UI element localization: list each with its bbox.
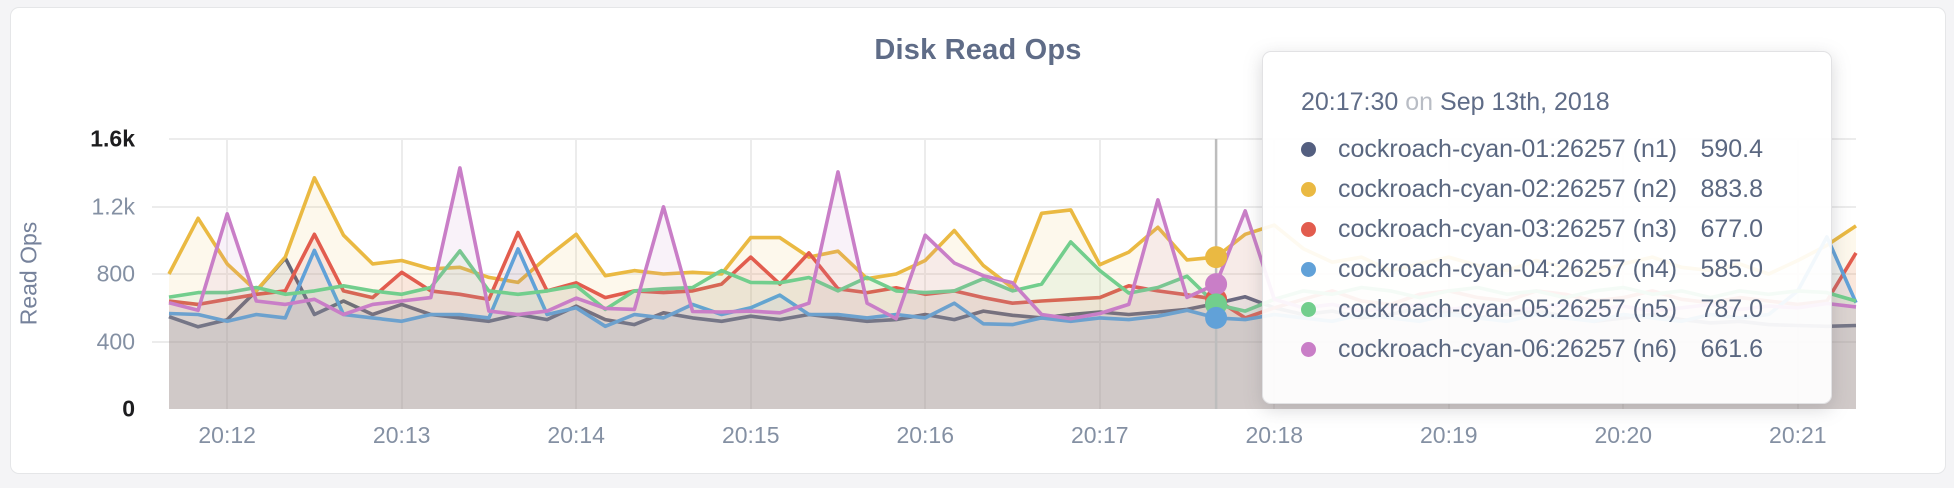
series-name-n4: cockroach-cyan-04:26257 (n4) xyxy=(1338,254,1678,283)
horizontal-gridline xyxy=(152,340,1856,343)
series-value-n4: 585.0 xyxy=(1700,254,1763,283)
series-name-n5: cockroach-cyan-05:26257 (n5) xyxy=(1338,294,1678,323)
series-value-n5: 787.0 xyxy=(1700,294,1763,323)
tooltip-row: cockroach-cyan-03:26257 (n3) 677.0 xyxy=(1301,209,1763,249)
x-tick-label: 20:18 xyxy=(1245,422,1304,448)
horizontal-gridline xyxy=(152,205,1856,208)
x-tick-label: 20:20 xyxy=(1594,422,1653,448)
tooltip-time: 20:17:30 xyxy=(1301,88,1399,116)
horizontal-gridline xyxy=(169,138,1856,140)
y-tick-label: 1.2k xyxy=(91,193,135,219)
x-tick-label: 20:13 xyxy=(372,422,431,448)
series-color-dot-n3 xyxy=(1301,221,1316,237)
chart-card: Disk Read Ops Read Ops 0 400 800 1.2k 1.6k 20… xyxy=(10,7,1946,474)
series-value-n2: 883.8 xyxy=(1700,174,1763,203)
series-value-n3: 677.0 xyxy=(1700,214,1763,243)
tooltip-row: cockroach-cyan-05:26257 (n5) 787.0 xyxy=(1301,289,1763,329)
series-value-n1: 590.4 xyxy=(1700,134,1763,163)
hover-dot xyxy=(1205,306,1228,329)
tooltip-date: Sep 13th, 2018 xyxy=(1440,88,1610,116)
hover-dot xyxy=(1205,273,1228,296)
x-tick-label: 20:21 xyxy=(1769,422,1827,448)
chart-title: Disk Read Ops xyxy=(874,34,1082,66)
x-tick-label: 20:17 xyxy=(1070,422,1129,448)
tooltip-row: cockroach-cyan-02:26257 (n2) 883.8 xyxy=(1301,169,1763,209)
vertical-gridline xyxy=(226,139,229,409)
chart-tooltip: 20:17:30 on Sep 13th, 2018 cockroach-cya… xyxy=(1262,51,1832,404)
vertical-gridline xyxy=(749,139,752,409)
series-color-dot-n5 xyxy=(1301,301,1316,317)
x-tick-label: 20:15 xyxy=(721,422,780,448)
tooltip-header: 20:17:30 on Sep 13th, 2018 xyxy=(1301,88,1763,117)
series-name-n3: cockroach-cyan-03:26257 (n3) xyxy=(1338,214,1678,243)
series-color-dot-n4 xyxy=(1301,261,1316,277)
tooltip-row: cockroach-cyan-01:26257 (n1) 590.4 xyxy=(1301,129,1763,169)
vertical-gridline xyxy=(575,139,578,409)
x-tick-label: 20:19 xyxy=(1420,422,1478,448)
tooltip-row: cockroach-cyan-06:26257 (n6) 661.6 xyxy=(1301,329,1763,369)
tooltip-on-text: on xyxy=(1405,88,1434,116)
x-tick-label: 20:12 xyxy=(198,422,256,448)
tooltip-row: cockroach-cyan-04:26257 (n4) 585.0 xyxy=(1301,249,1763,289)
series-color-dot-n6 xyxy=(1301,341,1316,357)
y-tick-label: 800 xyxy=(96,260,135,287)
vertical-gridline xyxy=(924,139,927,409)
x-tick-label: 20:14 xyxy=(547,422,605,448)
y-axis-title: Read Ops xyxy=(15,221,42,326)
series-color-dot-n1 xyxy=(1301,141,1316,157)
y-tick-label: 1.6k xyxy=(90,125,135,152)
series-value-n6: 661.6 xyxy=(1700,334,1763,363)
series-color-dot-n2 xyxy=(1301,181,1316,197)
series-name-n1: cockroach-cyan-01:26257 (n1) xyxy=(1338,134,1678,163)
y-tick-label: 400 xyxy=(96,328,135,354)
series-name-n2: cockroach-cyan-02:26257 (n2) xyxy=(1338,174,1678,203)
x-tick-label: 20:16 xyxy=(896,422,955,448)
series-name-n6: cockroach-cyan-06:26257 (n6) xyxy=(1338,334,1678,363)
vertical-gridline xyxy=(1098,139,1101,409)
hover-dot xyxy=(1205,246,1228,269)
y-tick-label: 0 xyxy=(122,395,135,422)
horizontal-gridline xyxy=(152,273,1856,275)
